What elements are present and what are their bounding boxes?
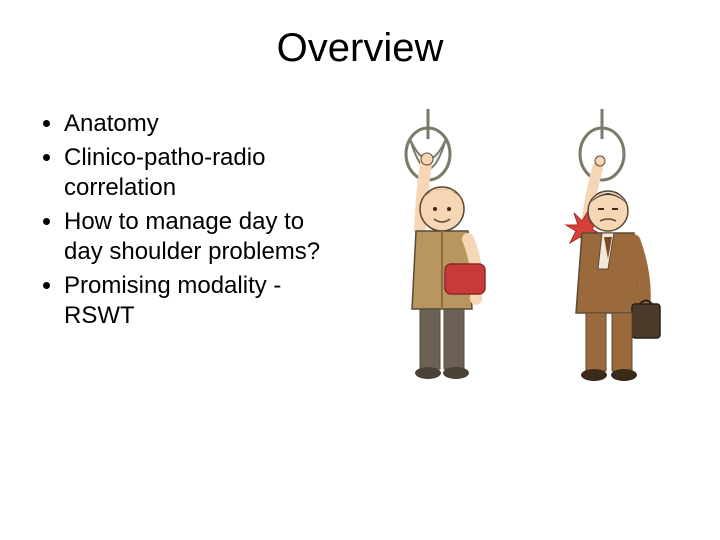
bullet-item: Clinico-patho-radio correlation	[64, 143, 346, 203]
illustration-container	[346, 109, 684, 389]
shoulder-pain-illustration	[350, 109, 680, 389]
figure-left	[412, 153, 485, 379]
figure-right	[566, 156, 660, 381]
bullet-list: Anatomy Clinico-patho-radio correlation …	[36, 109, 346, 335]
slide-title: Overview	[36, 26, 684, 71]
slide-content-row: Anatomy Clinico-patho-radio correlation …	[36, 109, 684, 389]
slide: Overview Anatomy Clinico-patho-radio cor…	[0, 0, 720, 540]
bullet-item: Promising modality - RSWT	[64, 271, 346, 331]
bullet-item: Anatomy	[64, 109, 346, 139]
bullet-item: How to manage day to day shoulder proble…	[64, 207, 346, 267]
